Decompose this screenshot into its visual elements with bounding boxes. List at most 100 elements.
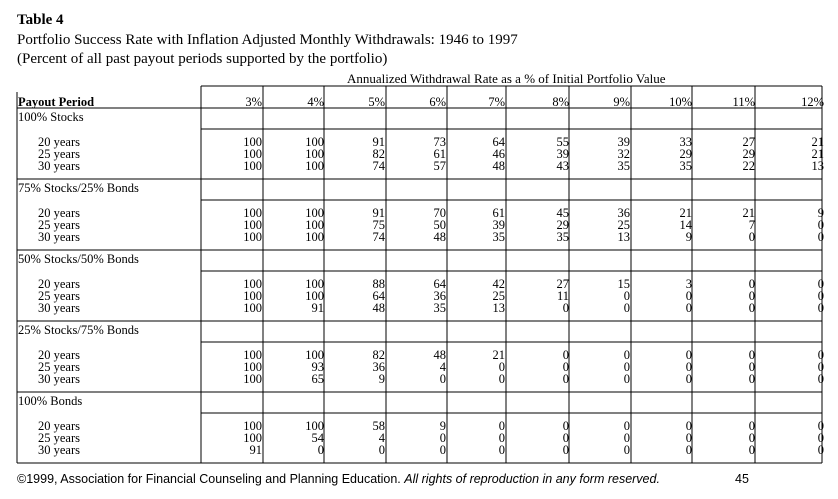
copyright-footer: ©1999, Association for Financial Counsel… xyxy=(17,472,660,486)
table-cell: 0 xyxy=(817,348,824,362)
table-cell: 73 xyxy=(433,135,447,149)
page-number: 45 xyxy=(735,472,749,486)
row-label: 25 years xyxy=(38,147,80,162)
table-cell: 0 xyxy=(817,443,824,458)
column-header: 12% xyxy=(801,95,824,109)
column-header: 5% xyxy=(368,95,385,109)
table-cell: 14 xyxy=(679,218,693,233)
table-cell: 0 xyxy=(562,372,569,387)
table-cell: 0 xyxy=(623,419,630,433)
table-cell: 0 xyxy=(498,360,505,375)
table-cell: 100 xyxy=(243,135,262,149)
table-cell: 61 xyxy=(492,206,506,220)
table-cell: 35 xyxy=(556,230,570,245)
table-cell: 0 xyxy=(623,360,630,375)
table-cell: 0 xyxy=(378,443,385,458)
table-cell: 0 xyxy=(748,348,755,362)
table-cell: 88 xyxy=(372,277,386,291)
table-cell: 74 xyxy=(372,159,386,174)
table-cell: 4 xyxy=(439,360,446,375)
group-label: 25% Stocks/75% Bonds xyxy=(18,323,139,337)
row-label: 20 years xyxy=(38,135,80,149)
table-cell: 0 xyxy=(817,230,824,245)
table-cell: 0 xyxy=(685,372,692,387)
table-cell: 100 xyxy=(243,277,262,291)
table-cell: 0 xyxy=(562,348,569,362)
table-cell: 100 xyxy=(305,348,324,362)
withdrawal-rate-header: Annualized Withdrawal Rate as a % of Ini… xyxy=(347,71,666,86)
table-cell: 0 xyxy=(498,443,505,458)
table-cell: 25 xyxy=(617,218,631,233)
table-cell: 100 xyxy=(305,289,324,304)
table-cell: 0 xyxy=(317,443,324,458)
table-cell: 13 xyxy=(617,230,631,245)
table-cell: 27 xyxy=(742,135,756,149)
row-label: 20 years xyxy=(38,277,80,291)
table-cell: 39 xyxy=(617,135,631,149)
copyright-text: 1999, Association for Financial Counseli… xyxy=(26,472,401,486)
row-label: 20 years xyxy=(38,348,80,362)
table-cell: 100 xyxy=(243,230,262,245)
table-cell: 0 xyxy=(439,443,446,458)
table-cell: 45 xyxy=(556,206,570,220)
table-cell: 9 xyxy=(817,206,824,220)
table-cell: 25 xyxy=(492,289,506,304)
table-cell: 0 xyxy=(817,419,824,433)
copyright-symbol: © xyxy=(17,472,27,486)
table-cell: 0 xyxy=(748,230,755,245)
table-cell: 0 xyxy=(439,431,446,446)
table-cell: 0 xyxy=(817,372,824,387)
table-cell: 55 xyxy=(556,135,570,149)
table-cell: 9 xyxy=(378,372,385,387)
table-cell: 100 xyxy=(243,147,262,162)
table-cell: 9 xyxy=(439,419,446,433)
table-cell: 9 xyxy=(685,230,692,245)
table-cell: 100 xyxy=(243,206,262,220)
table-cell: 61 xyxy=(433,147,447,162)
table-cell: 0 xyxy=(748,443,755,458)
table-cell: 100 xyxy=(305,218,324,233)
table-cell: 0 xyxy=(685,301,692,316)
group-label: 50% Stocks/50% Bonds xyxy=(18,252,139,266)
row-label: 30 years xyxy=(38,230,80,245)
table-cell: 29 xyxy=(742,147,756,162)
table-cell: 39 xyxy=(492,218,506,233)
table-cell: 0 xyxy=(498,372,505,387)
column-header: 4% xyxy=(307,95,324,109)
table-cell: 0 xyxy=(748,277,755,291)
table-cell: 0 xyxy=(623,372,630,387)
column-header: 8% xyxy=(552,95,569,109)
column-header: 11% xyxy=(732,95,755,109)
table-cell: 13 xyxy=(811,159,825,174)
table-cell: 91 xyxy=(372,135,386,149)
group-label: 75% Stocks/25% Bonds xyxy=(18,181,139,195)
table-cell: 0 xyxy=(562,431,569,446)
table-cell: 54 xyxy=(311,431,325,446)
table-cell: 50 xyxy=(433,218,447,233)
table-cell: 35 xyxy=(679,159,693,174)
table-cell: 43 xyxy=(556,159,570,174)
table-cell: 0 xyxy=(562,360,569,375)
table-cell: 0 xyxy=(439,372,446,387)
table-cell: 0 xyxy=(817,431,824,446)
table-cell: 0 xyxy=(817,360,824,375)
table-cell: 100 xyxy=(305,147,324,162)
table-cell: 36 xyxy=(617,206,631,220)
table-cell: 35 xyxy=(433,301,447,316)
table-cell: 36 xyxy=(372,360,386,375)
table-cell: 0 xyxy=(748,431,755,446)
row-label: 30 years xyxy=(38,301,80,316)
table-cell: 21 xyxy=(811,135,825,149)
row-label: 25 years xyxy=(38,218,80,233)
row-label: 25 years xyxy=(38,431,80,446)
table-cell: 0 xyxy=(623,301,630,316)
table-cell: 82 xyxy=(372,147,386,162)
table-cell: 100 xyxy=(243,301,262,316)
table-cell: 11 xyxy=(556,289,569,304)
row-label: 25 years xyxy=(38,289,80,304)
table-cell: 0 xyxy=(562,301,569,316)
row-label: 30 years xyxy=(38,372,80,387)
table-cell: 21 xyxy=(492,348,506,362)
table-cell: 0 xyxy=(685,360,692,375)
